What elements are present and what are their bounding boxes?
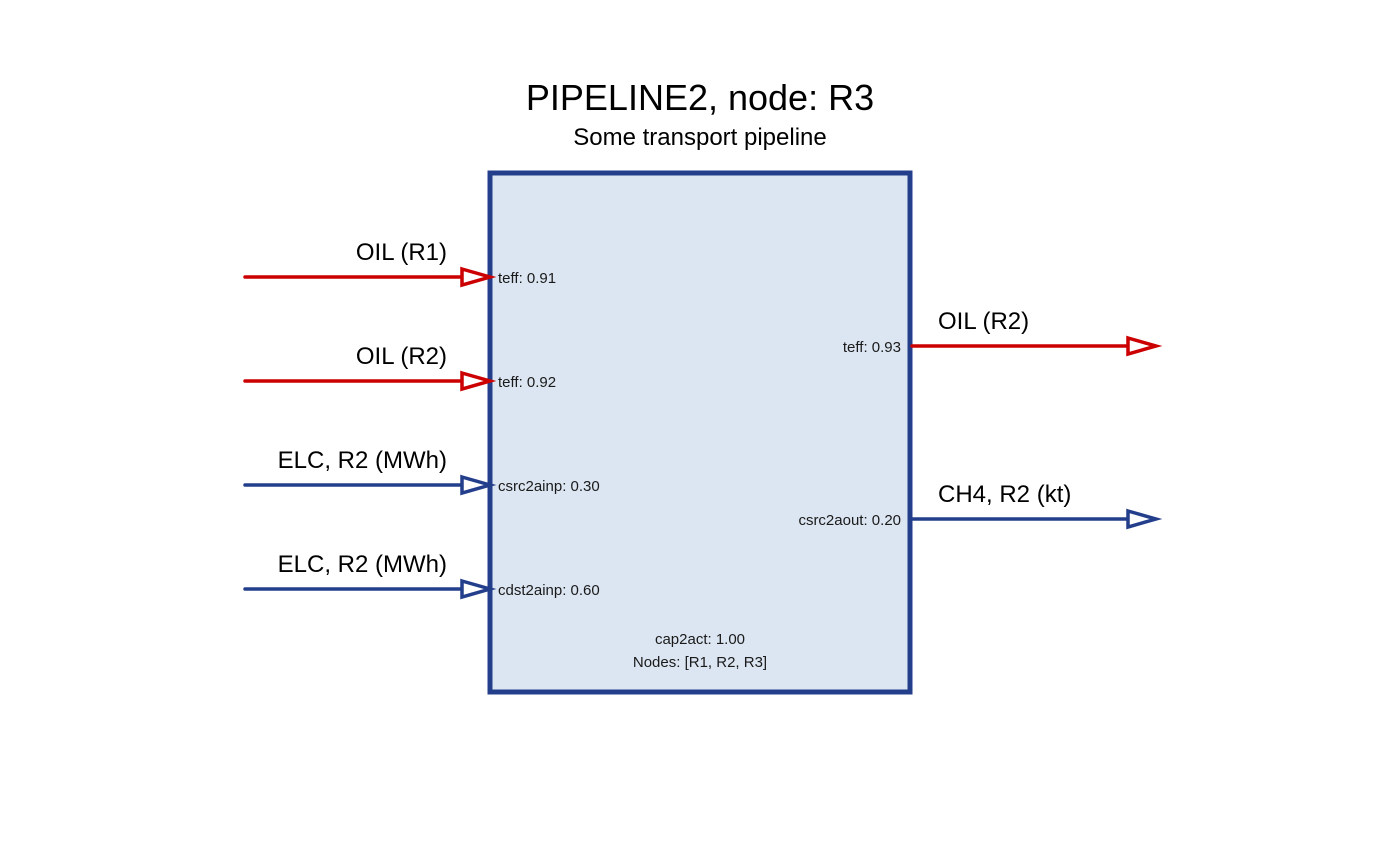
input-param-label: cdst2ainp: 0.60 [498, 582, 600, 599]
input-commodity-label: ELC, R2 (MWh) [278, 447, 447, 474]
output-commodity-label: CH4, R2 (kt) [938, 481, 1071, 508]
input-flow: OIL (R2) teff: 0.92 [243, 343, 556, 392]
input-flow: OIL (R1) teff: 0.91 [243, 239, 556, 288]
input-flow: ELC, R2 (MWh) cdst2ainp: 0.60 [243, 551, 600, 600]
arrow-head-icon [460, 266, 497, 288]
output-param-label: teff: 0.93 [843, 339, 901, 356]
arrow-head-icon [460, 578, 497, 600]
arrow-head-icon [460, 474, 497, 496]
input-param-label: csrc2ainp: 0.30 [498, 478, 600, 495]
arrow-head-icon [1126, 508, 1163, 530]
output-flow: OIL (R2) teff: 0.93 [843, 308, 1163, 357]
input-param-label: teff: 0.92 [498, 374, 556, 391]
arrow-head-icon [460, 370, 497, 392]
input-param-label: teff: 0.91 [498, 270, 556, 287]
output-commodity-label: OIL (R2) [938, 308, 1029, 335]
input-commodity-label: OIL (R1) [356, 239, 447, 266]
input-commodity-label: OIL (R2) [356, 343, 447, 370]
cap2act-label: cap2act: 1.00 [655, 631, 745, 648]
arrow-head-icon [1126, 335, 1163, 357]
diagram-subtitle: Some transport pipeline [573, 124, 826, 151]
diagram-title: PIPELINE2, node: R3 [526, 77, 874, 118]
nodes-label: Nodes: [R1, R2, R3] [633, 654, 767, 671]
input-flow: ELC, R2 (MWh) csrc2ainp: 0.30 [243, 447, 600, 496]
input-flows: OIL (R1) teff: 0.91 OIL (R2) teff: 0.92 ELC,… [243, 239, 600, 600]
output-flow: CH4, R2 (kt) csrc2aout: 0.20 [798, 481, 1163, 530]
output-flows: OIL (R2) teff: 0.93 CH4, R2 (kt) csrc2aout:… [798, 308, 1163, 530]
output-param-label: csrc2aout: 0.20 [798, 512, 901, 529]
input-commodity-label: ELC, R2 (MWh) [278, 551, 447, 578]
process-box [487, 170, 913, 695]
